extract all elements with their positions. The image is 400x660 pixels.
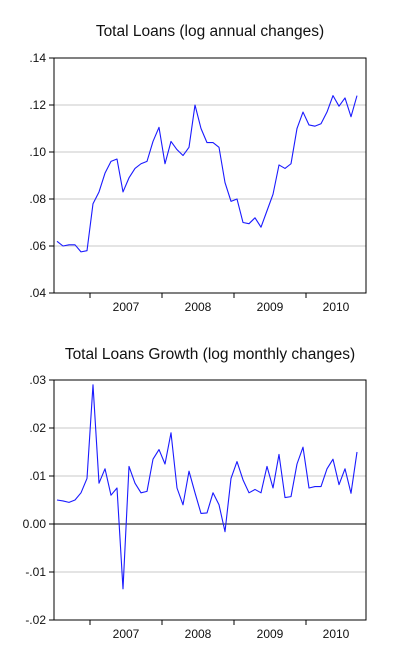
y-tick-label: .04	[29, 286, 46, 300]
plot-frame	[53, 379, 367, 621]
x-tick-label: 2008	[185, 300, 212, 314]
chart-title: Total Loans Growth (log monthly changes)	[65, 346, 355, 363]
y-tick-label: .10	[29, 145, 46, 159]
y-tick-label: .06	[29, 239, 46, 253]
x-tick-label: 2010	[323, 627, 350, 641]
y-tick-label: .08	[29, 192, 46, 206]
x-tick-label: 2009	[257, 627, 284, 641]
series-line	[56, 384, 358, 590]
annual-changes-chart: Total Loans (log annual changes) .04 .06.…	[29, 23, 367, 314]
y-tick-label: .12	[29, 98, 46, 112]
y-tick-label: .03	[29, 373, 46, 387]
monthly-changes-chart: Total Loans Growth (log monthly changes)…	[23, 346, 367, 641]
y-tick-label: .01	[29, 469, 46, 483]
x-tick-label: 2009	[257, 300, 284, 314]
series-line	[56, 95, 358, 253]
x-tick-label: 2010	[323, 300, 350, 314]
y-tick-label: 0.00	[23, 517, 47, 531]
y-tick-label: .14	[29, 51, 46, 65]
x-tick-label: 2007	[113, 627, 140, 641]
plot-frame	[53, 57, 367, 294]
chart-title: Total Loans (log annual changes)	[96, 23, 324, 40]
x-tick-label: 2007	[113, 300, 140, 314]
y-tick-label: -.02	[25, 613, 46, 627]
y-tick-label: -.01	[25, 565, 46, 579]
x-tick-label: 2008	[185, 627, 212, 641]
y-tick-label: .02	[29, 421, 46, 435]
